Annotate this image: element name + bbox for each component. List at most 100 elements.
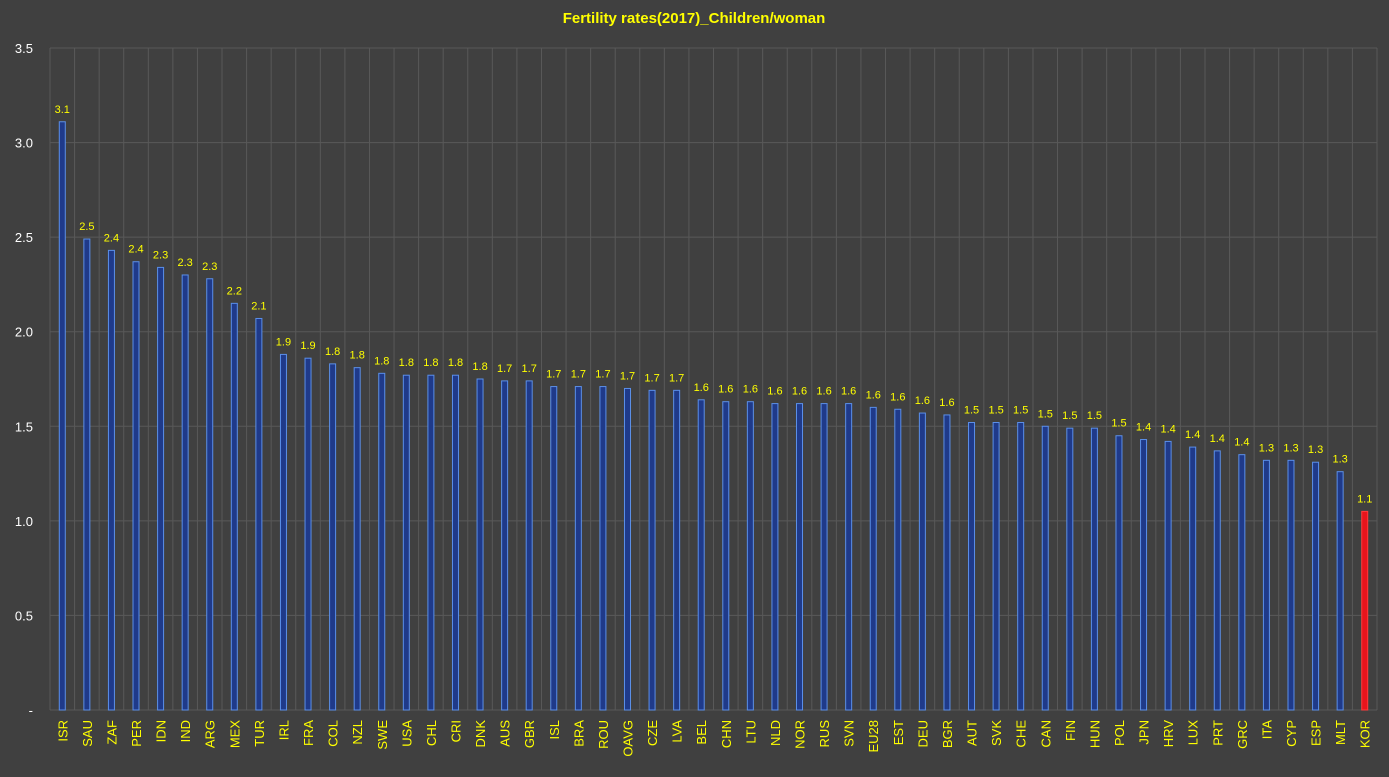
x-tick-label-kor: KOR (1358, 720, 1373, 748)
x-tick-label-ind: IND (178, 720, 193, 742)
x-tick-label-esp: ESP (1309, 720, 1324, 746)
bar-mlt (1336, 471, 1344, 711)
bar-idn (157, 266, 165, 711)
bar-lva (673, 389, 681, 711)
x-tick-label-svn: SVN (842, 720, 857, 747)
data-label-fra: 1.9 (300, 340, 315, 352)
x-tick-label-rus: RUS (817, 720, 832, 748)
bar-ltu (746, 401, 754, 711)
data-label-esp: 1.3 (1308, 444, 1323, 456)
y-tick-label: 1.0 (15, 514, 33, 529)
bars (58, 121, 1369, 711)
data-label-chn: 1.6 (718, 384, 733, 396)
data-label-isl: 1.7 (546, 369, 561, 381)
bar-nld (771, 403, 779, 711)
x-tick-label-isl: ISL (547, 720, 562, 740)
data-label-chl: 1.8 (423, 357, 438, 369)
y-axis: - 0.5 1.0 1.5 2.0 2.5 3.0 3.5 (15, 41, 33, 718)
bar-aus (501, 380, 509, 711)
x-tick-label-nor: NOR (793, 720, 808, 749)
data-label-nzl: 1.8 (350, 350, 365, 362)
data-label-can: 1.5 (1038, 408, 1053, 420)
data-label-ita: 1.3 (1259, 442, 1274, 454)
bar-aut (968, 422, 976, 711)
bar-bgr (943, 414, 951, 711)
y-tick-label: 2.5 (15, 230, 33, 245)
data-label-usa: 1.8 (399, 357, 414, 369)
data-label-oavg: 1.7 (620, 370, 635, 382)
data-label-isr: 3.1 (55, 104, 70, 116)
bar-eu28 (869, 406, 877, 711)
grid-lines (49, 47, 1378, 711)
x-tick-label-col: COL (326, 720, 341, 747)
data-label-arg: 2.3 (202, 261, 217, 273)
data-label-fin: 1.5 (1062, 410, 1077, 422)
data-label-sau: 2.5 (79, 221, 94, 233)
x-tick-label-ita: ITA (1259, 720, 1274, 740)
x-tick-label-irl: IRL (276, 720, 291, 740)
bar-dnk (476, 378, 484, 711)
bar-irl (279, 353, 287, 711)
x-tick-label-ltu: LTU (743, 720, 758, 744)
y-tick-label: 2.0 (15, 325, 33, 340)
data-label-deu: 1.6 (915, 395, 930, 407)
data-label-ltu: 1.6 (743, 384, 758, 396)
x-tick-label-jpn: JPN (1137, 720, 1152, 745)
x-axis: ISR SAU ZAF PER IDN IND ARG MEX TUR IRL FRA COL NZL S… (55, 720, 1372, 757)
data-label-nld: 1.6 (767, 386, 782, 398)
x-tick-label-svk: SVK (989, 720, 1004, 746)
bar-swe (378, 372, 386, 711)
x-tick-label-prt: PRT (1210, 720, 1225, 746)
x-tick-label-idn: IDN (154, 720, 169, 742)
chart-title: Fertility rates(2017)_Children/woman (563, 10, 826, 27)
x-tick-label-est: EST (891, 720, 906, 745)
bar-hrv (1164, 440, 1172, 711)
bar-che (1017, 422, 1025, 711)
x-tick-label-grc: GRC (1235, 720, 1250, 749)
x-tick-label-hrv: HRV (1161, 720, 1176, 748)
data-label-irl: 1.9 (276, 336, 291, 348)
bar-chn (722, 401, 730, 711)
bar-gbr (525, 380, 533, 711)
bar-nor (796, 403, 804, 711)
x-tick-label-lux: LUX (1186, 720, 1201, 746)
bar-tur (255, 317, 263, 711)
y-tick-label: 3.0 (15, 136, 33, 151)
data-label-kor: 1.1 (1357, 493, 1372, 505)
data-label-eu28: 1.6 (866, 389, 881, 401)
x-tick-label-pol: POL (1112, 720, 1127, 746)
x-tick-label-cze: CZE (645, 720, 660, 746)
bar-rus (820, 403, 828, 711)
data-label-bra: 1.7 (571, 369, 586, 381)
bar-col (329, 363, 337, 711)
data-label-mex: 2.2 (227, 285, 242, 297)
bar-bel (697, 399, 705, 711)
bar-prt (1213, 450, 1221, 711)
data-label-dnk: 1.8 (472, 361, 487, 373)
data-label-jpn: 1.4 (1136, 422, 1151, 434)
data-label-prt: 1.4 (1210, 433, 1225, 445)
data-label-rus: 1.6 (816, 386, 831, 398)
x-tick-label-zaf: ZAF (104, 720, 119, 745)
x-tick-label-bel: BEL (694, 720, 709, 745)
x-tick-label-isr: ISR (55, 720, 70, 742)
x-tick-label-nld: NLD (768, 720, 783, 746)
x-tick-label-arg: ARG (203, 720, 218, 748)
bar-ind (181, 274, 189, 711)
x-tick-label-cyp: CYP (1284, 720, 1299, 747)
bar-zaf (107, 249, 115, 711)
bar-cri (451, 374, 459, 711)
data-labels: 3.1 2.5 2.4 2.4 2.3 2.3 2.3 2.2 2.1 1.9 1.9 1.8 1.8 1… (55, 104, 1373, 506)
bar-ita (1262, 459, 1270, 711)
data-label-hrv: 1.4 (1160, 423, 1175, 435)
bar-usa (402, 374, 410, 711)
bar-sau (83, 238, 91, 711)
bar-esp (1312, 461, 1320, 711)
x-tick-label-gbr: GBR (522, 720, 537, 748)
data-label-per: 2.4 (128, 244, 143, 256)
bar-kor (1361, 510, 1369, 711)
data-label-zaf: 2.4 (104, 232, 119, 244)
data-label-swe: 1.8 (374, 355, 389, 367)
bar-svn (845, 403, 853, 711)
data-label-bel: 1.6 (694, 382, 709, 394)
